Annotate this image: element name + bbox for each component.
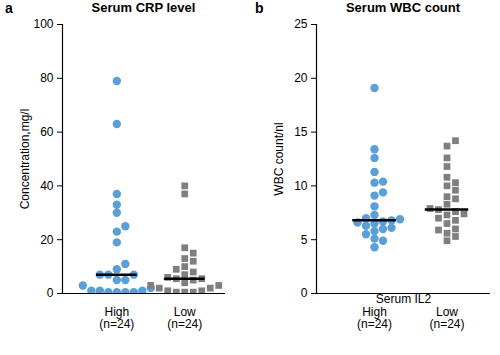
html-text:Serum CRP level: Serum CRP level [91, 0, 196, 15]
svg-text:WBC count/nl: WBC count/nl [272, 122, 286, 195]
html-text:a: a [5, 0, 13, 16]
svg-text:80: 80 [40, 71, 54, 85]
svg-text:20: 20 [294, 71, 308, 85]
html-text:b: b [255, 0, 264, 16]
svg-text:Low(n=24): Low(n=24) [429, 305, 464, 331]
svg-text:60: 60 [40, 125, 54, 139]
svg-text:100: 100 [33, 17, 53, 31]
html-text:Serum WBC count: Serum WBC count [345, 0, 461, 15]
svg-text:0: 0 [301, 286, 308, 300]
svg-text:Concentration,mg/l: Concentration,mg/l [18, 109, 32, 210]
svg-text:25: 25 [294, 17, 308, 31]
svg-text:5: 5 [301, 233, 308, 247]
svg-text:0: 0 [47, 286, 54, 300]
svg-text:15: 15 [294, 125, 308, 139]
svg-text:High(n=24): High(n=24) [357, 305, 392, 331]
svg-text:High(n=24): High(n=24) [99, 305, 134, 331]
svg-text:10: 10 [294, 179, 308, 193]
svg-text:40: 40 [40, 179, 54, 193]
svg-text:Low(n=24): Low(n=24) [167, 305, 202, 331]
svg-text:20: 20 [40, 233, 54, 247]
svg-text:Serum IL2: Serum IL2 [376, 292, 432, 306]
